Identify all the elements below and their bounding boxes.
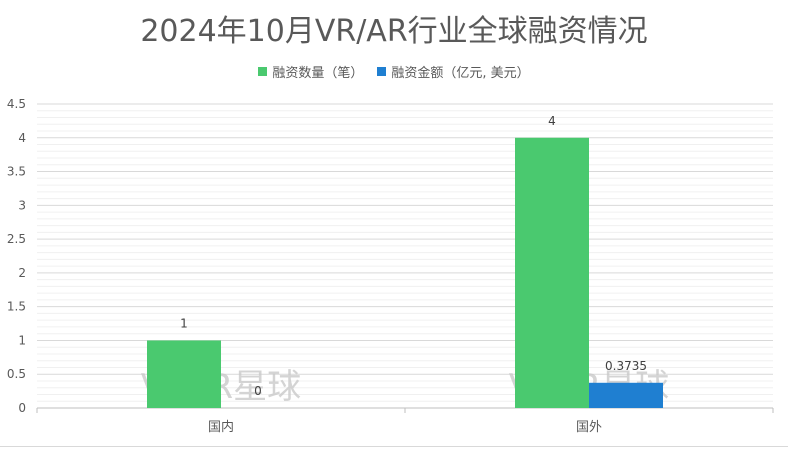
data-label: 0.3735 bbox=[605, 359, 647, 373]
bar bbox=[589, 382, 663, 408]
y-tick-label: 2.5 bbox=[7, 232, 26, 246]
legend-item-series-1: 融资数量（笔） bbox=[258, 62, 363, 81]
legend: 融资数量（笔） 融资金额（亿元, 美元） bbox=[0, 62, 788, 81]
legend-swatch-series-1 bbox=[258, 67, 268, 76]
legend-swatch-series-2 bbox=[377, 67, 387, 76]
x-tick-label: 国外 bbox=[576, 420, 602, 435]
data-label: 1 bbox=[180, 316, 188, 330]
data-label: 0 bbox=[254, 384, 262, 398]
data-label: 4 bbox=[548, 114, 556, 128]
bar bbox=[147, 340, 221, 408]
y-tick-label: 1.5 bbox=[7, 300, 26, 314]
y-tick-label: 0 bbox=[18, 401, 26, 415]
legend-label-series-2: 融资金额（亿元, 美元） bbox=[391, 66, 530, 81]
x-tick-label: 国内 bbox=[208, 419, 234, 435]
y-tick-label: 1 bbox=[18, 333, 26, 347]
y-tick-label: 0.5 bbox=[7, 367, 26, 381]
y-tick-label: 4.5 bbox=[7, 97, 26, 111]
y-tick-label: 3.5 bbox=[7, 165, 26, 179]
bottom-rule bbox=[0, 446, 788, 447]
legend-item-series-2: 融资金额（亿元, 美元） bbox=[377, 62, 530, 81]
y-tick-label: 2 bbox=[18, 266, 26, 280]
bar bbox=[515, 137, 589, 408]
y-tick-label: 3 bbox=[18, 198, 26, 212]
chart-title: 2024年10月VR/AR行业全球融资情况 bbox=[140, 14, 648, 49]
y-tick-label: 4 bbox=[18, 131, 26, 145]
legend-label-series-1: 融资数量（笔） bbox=[272, 66, 364, 81]
